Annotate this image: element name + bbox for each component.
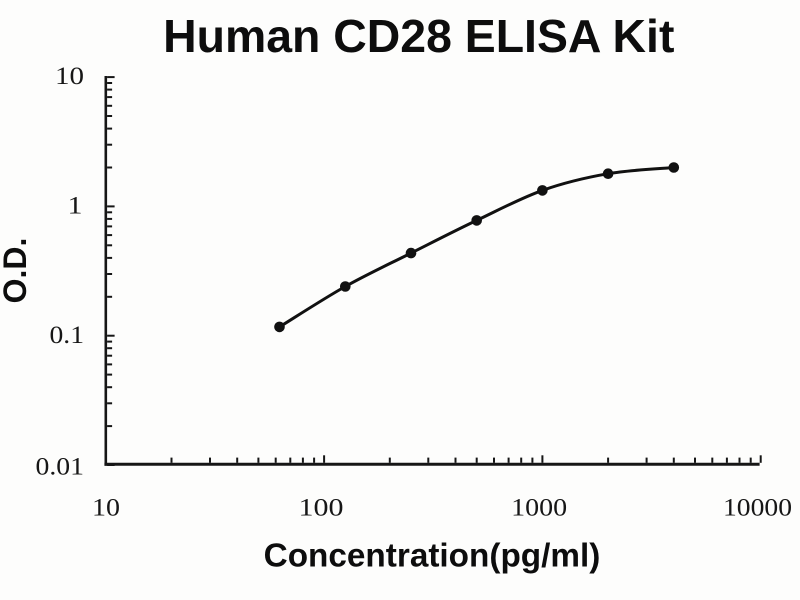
svg-text:0.01: 0.01 [36,454,85,481]
svg-text:Concentration(pg/ml): Concentration(pg/ml) [264,537,601,574]
svg-text:10000: 10000 [723,495,792,522]
svg-text:0.1: 0.1 [50,322,85,349]
svg-text:O.D.: O.D. [0,238,33,304]
svg-text:10: 10 [92,495,120,522]
svg-text:10: 10 [55,63,84,90]
svg-text:Human CD28 ELISA Kit: Human CD28 ELISA Kit [163,10,674,62]
svg-text:1000: 1000 [511,495,567,522]
svg-text:100: 100 [299,495,344,522]
svg-text:1: 1 [68,193,83,220]
